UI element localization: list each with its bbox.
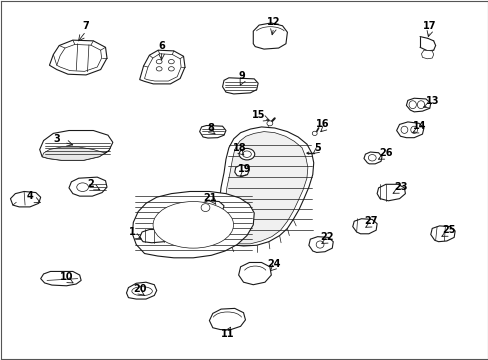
Ellipse shape xyxy=(367,154,375,161)
Polygon shape xyxy=(49,40,107,75)
Polygon shape xyxy=(430,226,454,242)
Text: 12: 12 xyxy=(266,17,280,27)
Polygon shape xyxy=(421,50,433,59)
Polygon shape xyxy=(140,50,184,84)
Text: 18: 18 xyxy=(232,143,246,153)
Text: 9: 9 xyxy=(238,71,245,81)
Polygon shape xyxy=(352,219,376,234)
Ellipse shape xyxy=(242,151,251,157)
Ellipse shape xyxy=(239,148,254,160)
Ellipse shape xyxy=(400,126,407,134)
Ellipse shape xyxy=(316,241,324,248)
Polygon shape xyxy=(222,78,258,94)
Polygon shape xyxy=(57,44,102,71)
Text: 14: 14 xyxy=(412,121,426,131)
Text: 5: 5 xyxy=(314,143,320,153)
Text: 1: 1 xyxy=(129,227,136,237)
Text: 24: 24 xyxy=(266,259,280,269)
Circle shape xyxy=(168,67,174,71)
Ellipse shape xyxy=(408,101,415,109)
Polygon shape xyxy=(219,127,313,246)
Text: 2: 2 xyxy=(87,179,94,189)
Circle shape xyxy=(156,59,162,64)
Polygon shape xyxy=(10,192,41,207)
Text: 3: 3 xyxy=(53,134,60,144)
Circle shape xyxy=(156,67,162,71)
Polygon shape xyxy=(396,122,423,138)
Polygon shape xyxy=(140,229,170,243)
Text: 16: 16 xyxy=(315,120,328,129)
Ellipse shape xyxy=(266,121,272,126)
Polygon shape xyxy=(224,132,307,244)
Text: 8: 8 xyxy=(206,123,213,133)
Text: 11: 11 xyxy=(220,329,234,339)
Text: 4: 4 xyxy=(26,191,33,201)
Polygon shape xyxy=(42,147,109,160)
Text: 6: 6 xyxy=(158,41,164,50)
Text: 15: 15 xyxy=(252,111,265,121)
Text: 20: 20 xyxy=(133,284,146,294)
Polygon shape xyxy=(199,201,224,214)
Ellipse shape xyxy=(201,204,209,212)
Text: 10: 10 xyxy=(60,272,73,282)
Polygon shape xyxy=(253,23,287,49)
Circle shape xyxy=(77,183,88,192)
Polygon shape xyxy=(126,282,157,299)
Polygon shape xyxy=(363,152,381,164)
Text: 19: 19 xyxy=(237,164,251,174)
Text: 27: 27 xyxy=(364,216,377,226)
Ellipse shape xyxy=(410,126,417,134)
Polygon shape xyxy=(132,192,254,258)
Polygon shape xyxy=(199,126,225,138)
Polygon shape xyxy=(40,131,113,160)
Ellipse shape xyxy=(416,101,424,109)
Polygon shape xyxy=(406,98,430,112)
Polygon shape xyxy=(209,309,245,330)
Ellipse shape xyxy=(312,131,317,135)
Polygon shape xyxy=(41,271,81,286)
Text: 13: 13 xyxy=(425,96,438,106)
Polygon shape xyxy=(69,177,107,196)
Text: 25: 25 xyxy=(442,225,455,235)
Text: 7: 7 xyxy=(82,21,89,31)
Polygon shape xyxy=(308,237,332,252)
Text: 22: 22 xyxy=(320,232,333,242)
Polygon shape xyxy=(238,262,271,285)
Polygon shape xyxy=(376,184,405,201)
Text: 26: 26 xyxy=(378,148,392,158)
Circle shape xyxy=(168,59,174,64)
Text: 17: 17 xyxy=(422,21,436,31)
Polygon shape xyxy=(144,54,181,81)
Ellipse shape xyxy=(153,202,233,248)
Polygon shape xyxy=(234,165,249,176)
Text: 21: 21 xyxy=(203,193,217,203)
Text: 23: 23 xyxy=(393,182,407,192)
Ellipse shape xyxy=(132,287,152,296)
